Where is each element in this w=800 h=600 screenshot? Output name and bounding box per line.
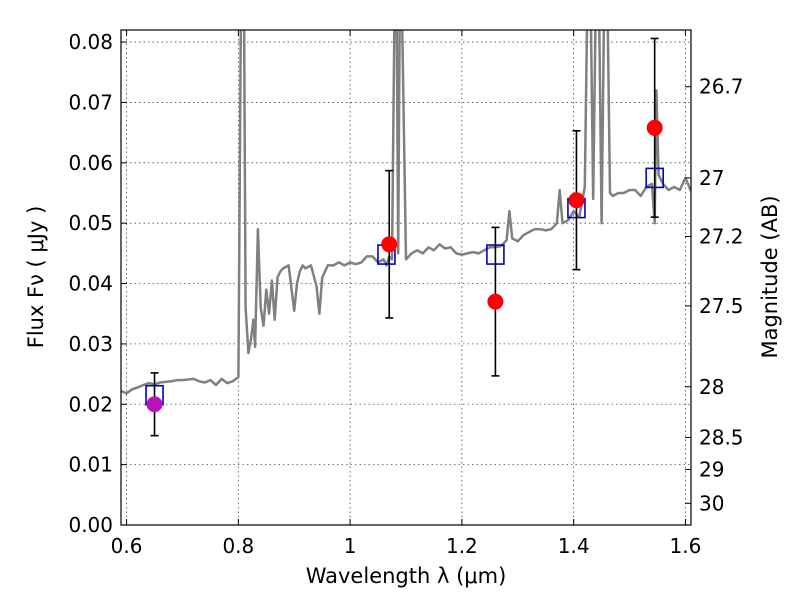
y-tick-label: 0.07: [68, 90, 113, 114]
x-tick-label: 1: [344, 534, 357, 558]
observed-flux-point: [146, 396, 163, 413]
x-tick-label: 0.8: [222, 534, 254, 558]
y2-tick-label: 26.7: [699, 75, 744, 99]
y2-tick-label: 28.5: [699, 425, 744, 449]
y-tick-label: 0.02: [68, 392, 113, 416]
y2-tick-label: 27: [699, 166, 724, 190]
x-tick-label: 1.2: [446, 534, 478, 558]
grid: [121, 30, 691, 526]
template-spectrum-line: [121, 30, 691, 395]
y-tick-label: 0.05: [68, 211, 113, 235]
y-tick-label: 0.06: [68, 151, 113, 175]
y-tick-label: 0.01: [68, 453, 113, 477]
y2-tick-label: 27.2: [699, 224, 744, 248]
x-tick-label: 0.6: [111, 534, 143, 558]
observed-flux-point: [487, 293, 504, 310]
y-tick-label: 0.03: [68, 332, 113, 356]
y2-tick-label: 27.5: [699, 294, 744, 318]
y-tick-label: 0.04: [68, 272, 113, 296]
y2-axis-label: Magnitude (AB): [758, 195, 782, 358]
x-tick-label: 1.6: [670, 534, 702, 558]
y2-tick-label: 30: [699, 491, 724, 515]
y2-tick-label: 29: [699, 457, 724, 481]
observed-flux-point: [646, 119, 663, 136]
y-axis-label: Flux Fν ( μJy ): [24, 206, 48, 349]
x-tick-label: 1.4: [558, 534, 590, 558]
axes: 0.6 0.8 1 1.2 1.4 1.6 0.00 0.01 0.02 0.03 0.04 0.05…: [68, 30, 744, 558]
observed-flux-point: [381, 236, 398, 253]
markers: [145, 37, 664, 437]
x-axis-label: Wavelength λ (μm): [306, 564, 507, 588]
y-tick-label: 0.08: [68, 30, 113, 54]
y2-tick-label: 28: [699, 375, 724, 399]
observed-flux-point: [568, 192, 585, 209]
plot-frame: [120, 29, 692, 526]
y-tick-label: 0.00: [68, 513, 113, 537]
plot-area: [121, 30, 691, 395]
